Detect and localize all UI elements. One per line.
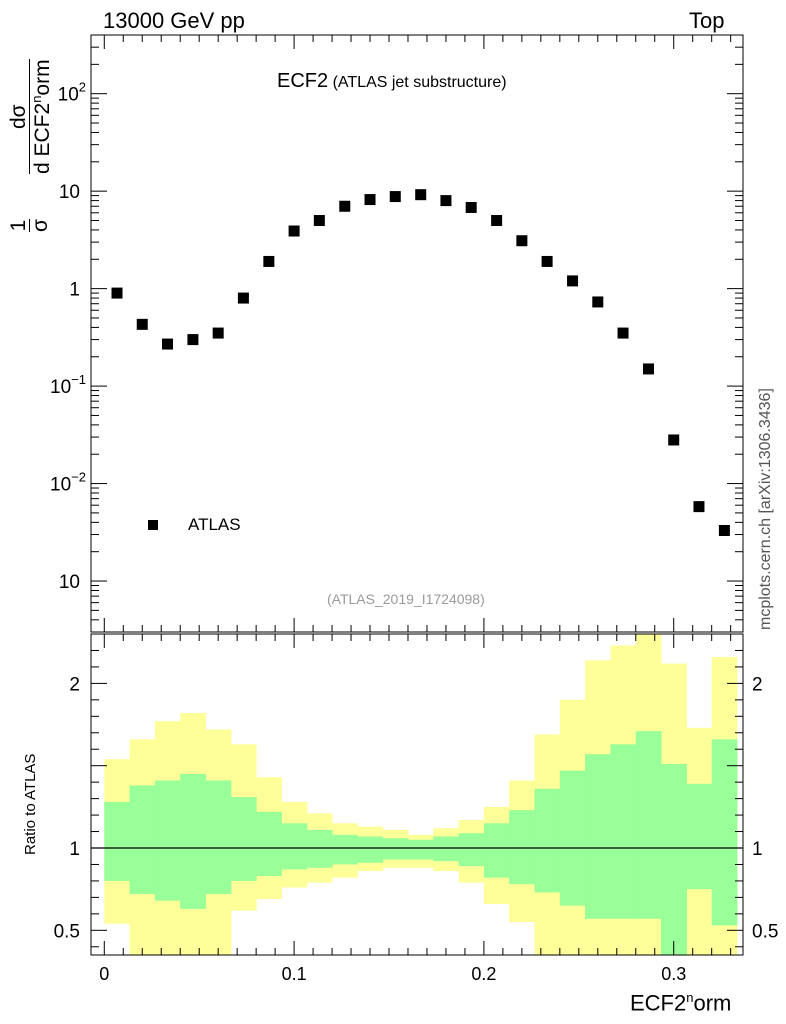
data-point <box>136 318 148 330</box>
data-point <box>718 524 730 536</box>
ratio-band-inner-bin <box>357 836 384 863</box>
energy-label: 13000 GeV pp <box>103 8 245 33</box>
ratio-y-tick-label: 0.5 <box>54 921 80 942</box>
x-tick-label: 0.2 <box>471 964 496 984</box>
data-point <box>440 195 452 207</box>
data-point <box>389 191 401 203</box>
legend-label: ATLAS <box>188 515 241 534</box>
main-frame <box>90 34 744 633</box>
ratio-band-inner-bin <box>686 783 713 890</box>
data-point <box>111 287 123 299</box>
data-point <box>567 275 579 287</box>
ratio-band-inner-bin <box>129 785 156 895</box>
ratio-y-tick-label-right: 0.5 <box>752 921 778 942</box>
ratio-band-inner-bin <box>585 754 612 919</box>
ratio-y-tick-label-right: 1 <box>752 839 763 860</box>
main-y-tick-label: 1 <box>69 280 80 301</box>
ratio-band-inner-bin <box>104 801 131 881</box>
main-y-tick-label: 10 <box>59 572 80 593</box>
ratio-band-inner-bin <box>610 744 637 919</box>
data-point <box>263 255 275 267</box>
ratio-band-inner-bin <box>559 770 586 906</box>
data-point <box>642 363 654 375</box>
ratio-band-inner-bin <box>382 838 409 860</box>
x-tick-label: 0 <box>99 964 109 984</box>
main-y-tick-label: 102 <box>58 80 86 106</box>
data-point <box>516 235 528 247</box>
x-tick-label: 0.1 <box>282 964 307 984</box>
data-point <box>693 501 705 513</box>
chart-title-line: ECF2 (ATLAS jet substructure) <box>277 70 507 93</box>
ratio-band-inner-bin <box>306 829 333 868</box>
ratio-band-inner-bin <box>332 834 358 865</box>
data-point <box>617 327 629 339</box>
ratio-band-inner-bin <box>711 739 738 926</box>
main-y-tick-label: 10−1 <box>50 372 86 398</box>
data-point <box>288 225 300 237</box>
ratio-band-inner-bin <box>635 731 662 919</box>
main-y-tick-label: 10 <box>59 182 80 203</box>
data-point <box>187 334 199 346</box>
data-point <box>313 214 325 226</box>
ratio-band-inner-bin <box>281 823 308 870</box>
data-point <box>339 200 351 212</box>
data-point <box>364 194 376 206</box>
ratio-y-tick-label-right: 2 <box>752 674 763 695</box>
data-point <box>491 214 503 226</box>
process-label: Top <box>689 8 725 33</box>
x-axis-label: ECF2norm <box>630 990 732 1016</box>
ratio-band-inner-bin <box>205 780 232 895</box>
data-point <box>541 255 553 267</box>
data-point <box>668 434 680 446</box>
analysis-id: (ATLAS_2019_I1724098) <box>327 591 485 607</box>
ratio-y-tick-label: 1 <box>69 839 80 860</box>
ratio-band-inner-bin <box>180 773 206 909</box>
data-point <box>237 292 249 304</box>
ratio-band-inner-bin <box>661 764 687 955</box>
ratio-band-inner-bin <box>230 796 257 881</box>
ratio-band-inner-bin <box>483 823 510 878</box>
ratio-band-inner-bin <box>407 839 434 860</box>
ratio-band-inner-bin <box>433 836 460 862</box>
ratio-band-inner-bin <box>256 811 282 876</box>
data-point <box>161 338 173 350</box>
data-point <box>212 327 224 339</box>
ratio-band-inner-bin <box>458 833 485 867</box>
ratio-band-inner-bin <box>154 780 181 901</box>
ratio-frame <box>90 633 744 956</box>
data-point <box>465 201 477 213</box>
data-point <box>592 296 604 308</box>
ratio-band-inner-bin <box>509 810 536 885</box>
ratio-band-inner-bin <box>534 788 561 893</box>
chart-title: ECF2 <box>277 70 329 92</box>
chart-subtitle: (ATLAS jet substructure) <box>332 74 507 91</box>
data-point <box>415 189 427 201</box>
x-tick-label: 0.3 <box>661 964 686 984</box>
main-y-tick-label: 10−2 <box>50 470 86 496</box>
legend-marker <box>148 520 158 530</box>
ratio-y-tick-label: 2 <box>69 674 80 695</box>
